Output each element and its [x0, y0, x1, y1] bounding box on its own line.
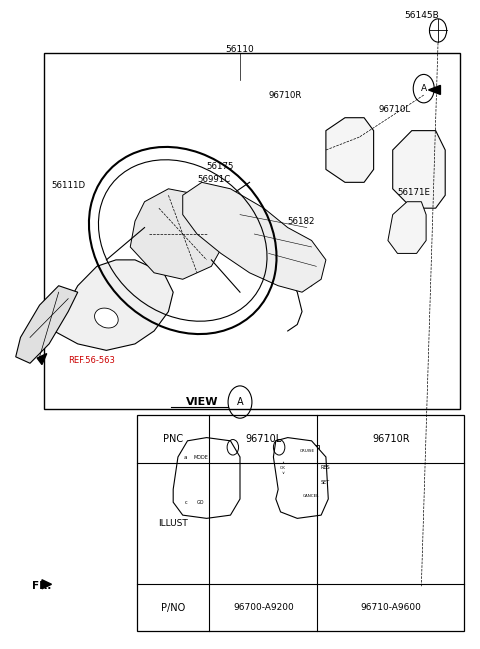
Bar	[137, 415, 464, 631]
Bar	[336, 150, 352, 162]
Bar	[336, 135, 352, 147]
Text: FR.: FR.	[33, 582, 52, 591]
Text: 56111D: 56111D	[51, 181, 85, 190]
Text: PNC: PNC	[163, 434, 183, 444]
Text: 96710L: 96710L	[378, 105, 410, 114]
Text: MODE: MODE	[193, 455, 208, 460]
Text: GO: GO	[197, 500, 204, 506]
Text: CANCEL: CANCEL	[302, 495, 319, 498]
Polygon shape	[37, 354, 47, 365]
Polygon shape	[130, 189, 226, 279]
Bar	[195, 497, 209, 509]
Text: SET: SET	[320, 480, 330, 485]
Text: 96700-A9200: 96700-A9200	[233, 603, 294, 612]
Polygon shape	[393, 130, 445, 208]
Bar	[197, 472, 211, 481]
Text: c: c	[185, 500, 187, 506]
Polygon shape	[388, 202, 426, 253]
Text: 56182: 56182	[288, 217, 315, 226]
Bar	[402, 163, 426, 176]
Bar	[402, 147, 426, 160]
Bar	[302, 491, 320, 502]
Text: 56110: 56110	[226, 45, 254, 55]
Text: 96710R: 96710R	[372, 434, 409, 444]
Text: 56991C: 56991C	[197, 175, 230, 184]
Bar	[180, 472, 195, 481]
Text: REF.56-563: REF.56-563	[69, 356, 116, 365]
Bar	[288, 445, 300, 457]
Bar	[302, 445, 319, 457]
Polygon shape	[183, 182, 326, 292]
Bar	[180, 484, 195, 493]
Polygon shape	[16, 286, 78, 363]
Text: A: A	[420, 84, 427, 93]
Bar	[397, 228, 417, 238]
Text: 56175: 56175	[206, 162, 234, 171]
Bar	[180, 497, 192, 509]
Bar	[195, 452, 209, 463]
Text: A: A	[237, 397, 243, 407]
Polygon shape	[326, 117, 373, 182]
Text: 56171E: 56171E	[397, 188, 431, 197]
Text: CRUISE: CRUISE	[300, 449, 315, 453]
Text: ILLUST: ILLUST	[158, 519, 188, 528]
Bar	[288, 477, 304, 486]
Bar	[288, 465, 304, 474]
Text: 56145B: 56145B	[404, 11, 439, 20]
Text: P/NO: P/NO	[161, 603, 185, 613]
Polygon shape	[429, 86, 441, 95]
Bar	[397, 215, 417, 225]
Bar	[307, 465, 321, 474]
Text: 96710-A9600: 96710-A9600	[360, 603, 421, 612]
Bar	[307, 477, 321, 486]
Bar	[180, 452, 192, 463]
Text: a: a	[183, 455, 187, 460]
Polygon shape	[42, 580, 51, 589]
Ellipse shape	[95, 308, 118, 328]
Bar	[44, 53, 459, 408]
Bar	[288, 491, 300, 502]
Text: 96710R: 96710R	[269, 92, 302, 100]
Text: 96710L: 96710L	[245, 434, 281, 444]
Text: VIEW: VIEW	[186, 397, 218, 407]
Polygon shape	[274, 437, 328, 519]
Polygon shape	[173, 437, 240, 519]
Bar	[197, 484, 211, 493]
Polygon shape	[49, 260, 173, 350]
Text: ∧
OK
∨: ∧ OK ∨	[280, 461, 286, 474]
Text: RES: RES	[320, 465, 330, 471]
